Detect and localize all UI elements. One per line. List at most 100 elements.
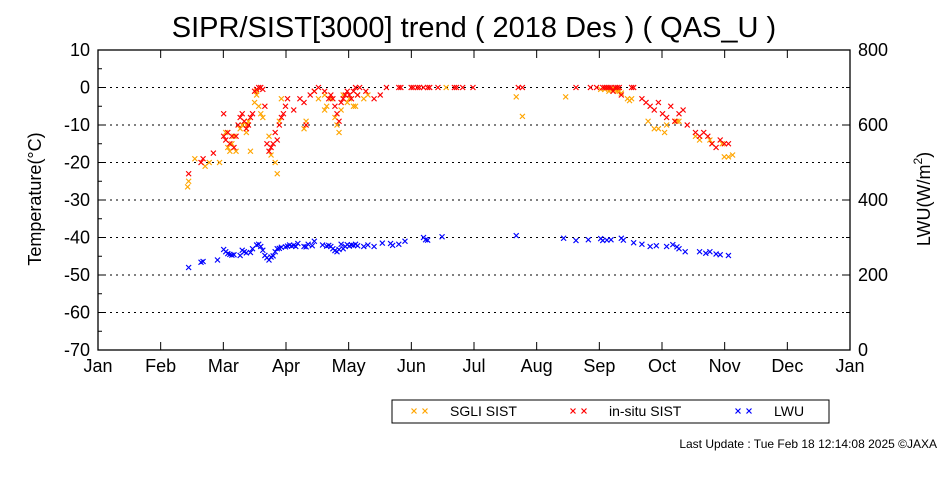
sgli-sist-point xyxy=(191,155,198,162)
in-situ-sist-point xyxy=(315,84,322,91)
lwu-point xyxy=(560,235,567,242)
y-tick-label-right: 200 xyxy=(858,265,888,285)
in-situ-sist-point xyxy=(290,107,297,113)
sgli-sist-point xyxy=(301,125,307,132)
lwu-point xyxy=(663,243,670,250)
x-tick-label: Feb xyxy=(145,356,176,376)
sgli-sist-point xyxy=(725,153,732,160)
sgli-sist-point xyxy=(364,92,371,98)
in-situ-sist-point xyxy=(200,155,206,162)
legend-label-in-situ-sist: in-situ SIST xyxy=(609,403,682,419)
in-situ-sist-point xyxy=(280,110,287,117)
in-situ-sist-point xyxy=(272,129,279,136)
in-situ-sist-point xyxy=(340,95,347,102)
lwu-point xyxy=(200,258,206,265)
in-situ-sist-point xyxy=(284,95,291,102)
legend-label-sgli-sist: SGLI SIST xyxy=(450,403,517,419)
in-situ-sist-point xyxy=(231,144,237,151)
in-situ-sist-point xyxy=(233,133,239,140)
in-situ-sist-point xyxy=(587,84,594,91)
sgli-sist-point xyxy=(274,170,281,177)
y-tick-label-left: -20 xyxy=(64,153,90,173)
lwu-point xyxy=(274,245,281,252)
sgli-sist-point xyxy=(231,133,237,140)
lwu-point xyxy=(513,232,520,239)
lwu-point xyxy=(247,249,254,256)
in-situ-sist-point xyxy=(651,107,658,113)
lwu-point xyxy=(214,257,221,263)
in-situ-sist-point xyxy=(268,144,274,151)
sgli-sist-point xyxy=(645,118,652,125)
lwu-point xyxy=(573,237,579,244)
sgli-sist-point xyxy=(334,122,340,128)
in-situ-sist-point xyxy=(618,92,625,98)
sgli-sist-point xyxy=(352,103,359,110)
lwu-point xyxy=(379,240,386,247)
sgli-sist-point xyxy=(443,84,450,91)
y-tick-label-right: 400 xyxy=(858,190,888,210)
y-tick-label-left: 10 xyxy=(70,40,90,60)
y-tick-label-left: -70 xyxy=(64,340,90,360)
sgli-sist-point xyxy=(519,113,526,120)
lwu-point xyxy=(439,233,445,240)
legend-marker-sgli-sist xyxy=(422,408,428,414)
x-tick-label: Jan xyxy=(83,356,112,376)
in-situ-sist-point xyxy=(671,118,678,125)
in-situ-sist-point xyxy=(667,103,674,110)
sgli-sist-point xyxy=(663,122,670,128)
tick-labels: 100-10-20-30-40-50-60-708006004002000Jan… xyxy=(64,40,888,376)
chart-title: SIPR/SIST[3000] trend ( 2018 Des ) ( QAS… xyxy=(172,12,776,44)
in-situ-sist-point xyxy=(426,84,433,91)
lwu-point xyxy=(185,264,192,271)
in-situ-sist-point xyxy=(663,114,670,121)
in-situ-sist-point xyxy=(274,137,281,143)
in-situ-sist-point xyxy=(470,84,476,91)
sgli-sist-point xyxy=(272,159,279,166)
sgli-sist-point xyxy=(336,129,342,136)
in-situ-sist-point xyxy=(259,86,266,93)
lwu-point xyxy=(676,245,682,252)
in-situ-sist-point xyxy=(383,84,390,91)
sgli-sist-point xyxy=(719,140,726,147)
lwu-point xyxy=(702,250,709,257)
in-situ-sist-point xyxy=(185,170,192,177)
lwu-point xyxy=(422,236,429,243)
in-situ-sist-point xyxy=(628,84,635,91)
lwu-point xyxy=(305,241,312,248)
in-situ-sist-point xyxy=(327,92,334,98)
lwu-point xyxy=(360,243,367,250)
lwu-point xyxy=(608,236,614,243)
in-situ-sist-point xyxy=(247,114,254,121)
y-tick-label-right: 800 xyxy=(858,40,888,60)
lwu-point xyxy=(424,237,431,244)
sgli-sist-point xyxy=(266,133,272,140)
in-situ-sist-point xyxy=(616,84,623,91)
lwu-point xyxy=(231,251,237,258)
x-tick-label: Jan xyxy=(835,356,864,376)
in-situ-sist-point xyxy=(725,140,732,147)
sgli-sist-point xyxy=(513,93,520,100)
y-tick-label-right: 0 xyxy=(858,340,868,360)
lwu-point xyxy=(389,242,396,249)
lwu-point xyxy=(259,247,266,254)
lwu-point xyxy=(354,242,361,249)
in-situ-sist-point xyxy=(362,88,369,95)
axes xyxy=(97,49,851,351)
x-tick-label: Oct xyxy=(648,356,676,376)
in-situ-sist-point xyxy=(704,133,711,140)
x-tick-label: Mar xyxy=(208,356,239,376)
in-situ-sist-point xyxy=(336,118,342,125)
legend-label-lwu: LWU xyxy=(774,403,804,419)
legend-marker-lwu xyxy=(735,408,741,414)
in-situ-sist-point xyxy=(249,110,256,117)
in-situ-sist-point xyxy=(303,122,310,128)
sgli-sist-point xyxy=(350,103,357,110)
in-situ-sist-point xyxy=(332,103,338,110)
in-situ-sist-point xyxy=(245,122,252,128)
lwu-point xyxy=(706,248,713,255)
in-situ-sist-point xyxy=(344,88,351,95)
data-points xyxy=(184,84,736,271)
in-situ-sist-point xyxy=(435,84,441,91)
in-situ-sist-point xyxy=(348,95,355,102)
y-axis-label-right-sup: 2 xyxy=(911,158,925,165)
